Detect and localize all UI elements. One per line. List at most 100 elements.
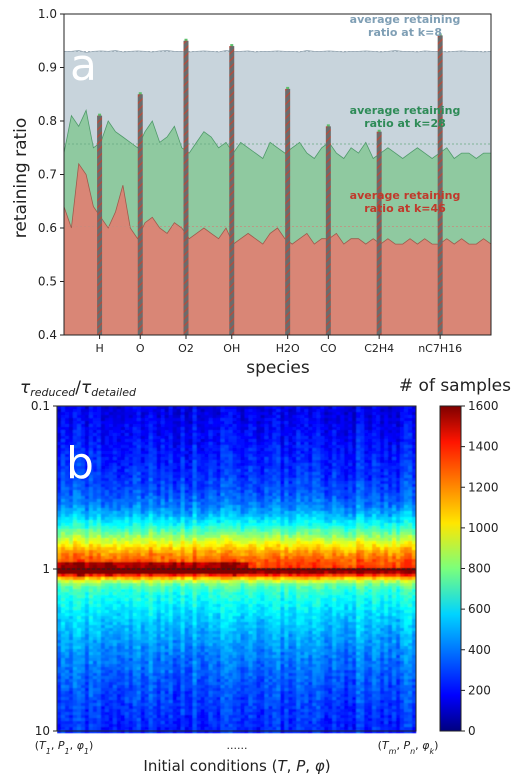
- heatmap-cell: [148, 538, 154, 542]
- heatmap-cell: [224, 583, 229, 587]
- heatmap-cell: [68, 637, 74, 641]
- heatmap-cell: [60, 442, 66, 446]
- heatmap-cell: [160, 691, 166, 695]
- heatmap-cell: [152, 502, 158, 506]
- heatmap-cell: [152, 658, 158, 662]
- heatmap-cell: [212, 619, 217, 623]
- heatmap-cell: [108, 682, 114, 686]
- heatmap-cell: [92, 616, 98, 620]
- heatmap-cell: [184, 553, 190, 557]
- heatmap-cell: [68, 625, 74, 629]
- heatmap-cell: [184, 565, 190, 569]
- heatmap-cell: [164, 457, 170, 461]
- heatmap-cell: [124, 667, 130, 671]
- heatmap-cell: [132, 418, 138, 422]
- heatmap-cell: [220, 607, 225, 611]
- heatmap-cell: [156, 517, 162, 521]
- heatmap-cell: [128, 730, 134, 734]
- heatmap-cell: [176, 589, 182, 593]
- heatmap-cell: [168, 670, 174, 674]
- heatmap-cell: [196, 649, 201, 653]
- heatmap-cell: [112, 436, 118, 440]
- heatmap-cell: [100, 433, 106, 437]
- heatmap-cell: [132, 511, 138, 515]
- heatmap-cell: [124, 484, 130, 488]
- heatmap-cell: [160, 484, 166, 488]
- heatmap-cell: [140, 502, 146, 506]
- heatmap-cell: [172, 574, 178, 578]
- heatmap-cell: [188, 433, 194, 437]
- heatmap-cell: [80, 574, 86, 578]
- heatmap-cell: [120, 424, 126, 428]
- heatmap-cell: [80, 433, 86, 437]
- heatmap-cell: [88, 547, 94, 551]
- heatmap-cell: [148, 676, 154, 680]
- heatmap-cell: [72, 664, 78, 668]
- heatmap-cell: [172, 415, 178, 419]
- heatmap-cell: [176, 598, 182, 602]
- heatmap-cell: [120, 634, 126, 638]
- heatmap-cell: [88, 601, 94, 605]
- heatmap-cell: [108, 706, 114, 710]
- heatmap-cell: [140, 706, 146, 710]
- heatmap-cell: [76, 529, 82, 533]
- heatmap-cell: [128, 574, 134, 578]
- heatmap-cell: [68, 598, 74, 602]
- heatmap-cell: [116, 529, 122, 533]
- heatmap-cell: [128, 646, 134, 650]
- heatmap-cell: [176, 517, 182, 521]
- heatmap-cell: [112, 715, 118, 719]
- heatmap-cell: [164, 727, 170, 731]
- heatmap-cell: [188, 571, 194, 575]
- heatmap-cell: [168, 445, 174, 449]
- heatmap-cell: [112, 427, 118, 431]
- heatmap-cell: [224, 652, 229, 656]
- heatmap-cell: [208, 490, 213, 494]
- heatmap-cell: [208, 523, 213, 527]
- heatmap-cell: [152, 670, 158, 674]
- heatmap-cell: [204, 469, 209, 473]
- heatmap-cell: [212, 490, 217, 494]
- heatmap-cell: [216, 610, 221, 614]
- heatmap-cell: [140, 409, 146, 413]
- heatmap-cell: [208, 712, 213, 716]
- heatmap-cell: [100, 541, 106, 545]
- annotation-text: ratio at k=8: [368, 26, 442, 39]
- heatmap-cell: [232, 565, 237, 569]
- heatmap-cell: [160, 724, 166, 728]
- heatmap-cell: [132, 451, 138, 455]
- heatmap-cell: [200, 610, 205, 614]
- heatmap-cell: [212, 418, 217, 422]
- heatmap-cell: [84, 640, 90, 644]
- heatmap-cell: [128, 472, 134, 476]
- heatmap-cell: [108, 625, 114, 629]
- heatmap-cell: [168, 496, 174, 500]
- heatmap-cell: [208, 448, 213, 452]
- heatmap-cell: [112, 592, 118, 596]
- heatmap-cell: [208, 655, 213, 659]
- heatmap-cell: [204, 685, 209, 689]
- heatmap-cell: [184, 409, 190, 413]
- heatmap-cell: [204, 448, 209, 452]
- heatmap-cell: [88, 697, 94, 701]
- heatmap-cell: [188, 451, 194, 455]
- heatmap-cell: [220, 547, 225, 551]
- heatmap-cell: [64, 568, 70, 572]
- heatmap-cell: [192, 457, 198, 461]
- heatmap-cell: [216, 472, 221, 476]
- heatmap-cell: [64, 616, 70, 620]
- heatmap-cell: [84, 466, 90, 470]
- heatmap-cell: [96, 730, 102, 734]
- heatmap-cell: [144, 466, 150, 470]
- heatmap-cell: [172, 679, 178, 683]
- heatmap-cell: [228, 463, 233, 467]
- heatmap-cell: [104, 421, 110, 425]
- heatmap-cell: [57, 628, 62, 632]
- heatmap-cell: [140, 556, 146, 560]
- heatmap-cell: [96, 475, 102, 479]
- heatmap-cell: [104, 694, 110, 698]
- heatmap-cell: [88, 466, 94, 470]
- heatmap-cell: [196, 628, 201, 632]
- heatmap-cell: [140, 508, 146, 512]
- heatmap-cell: [80, 475, 86, 479]
